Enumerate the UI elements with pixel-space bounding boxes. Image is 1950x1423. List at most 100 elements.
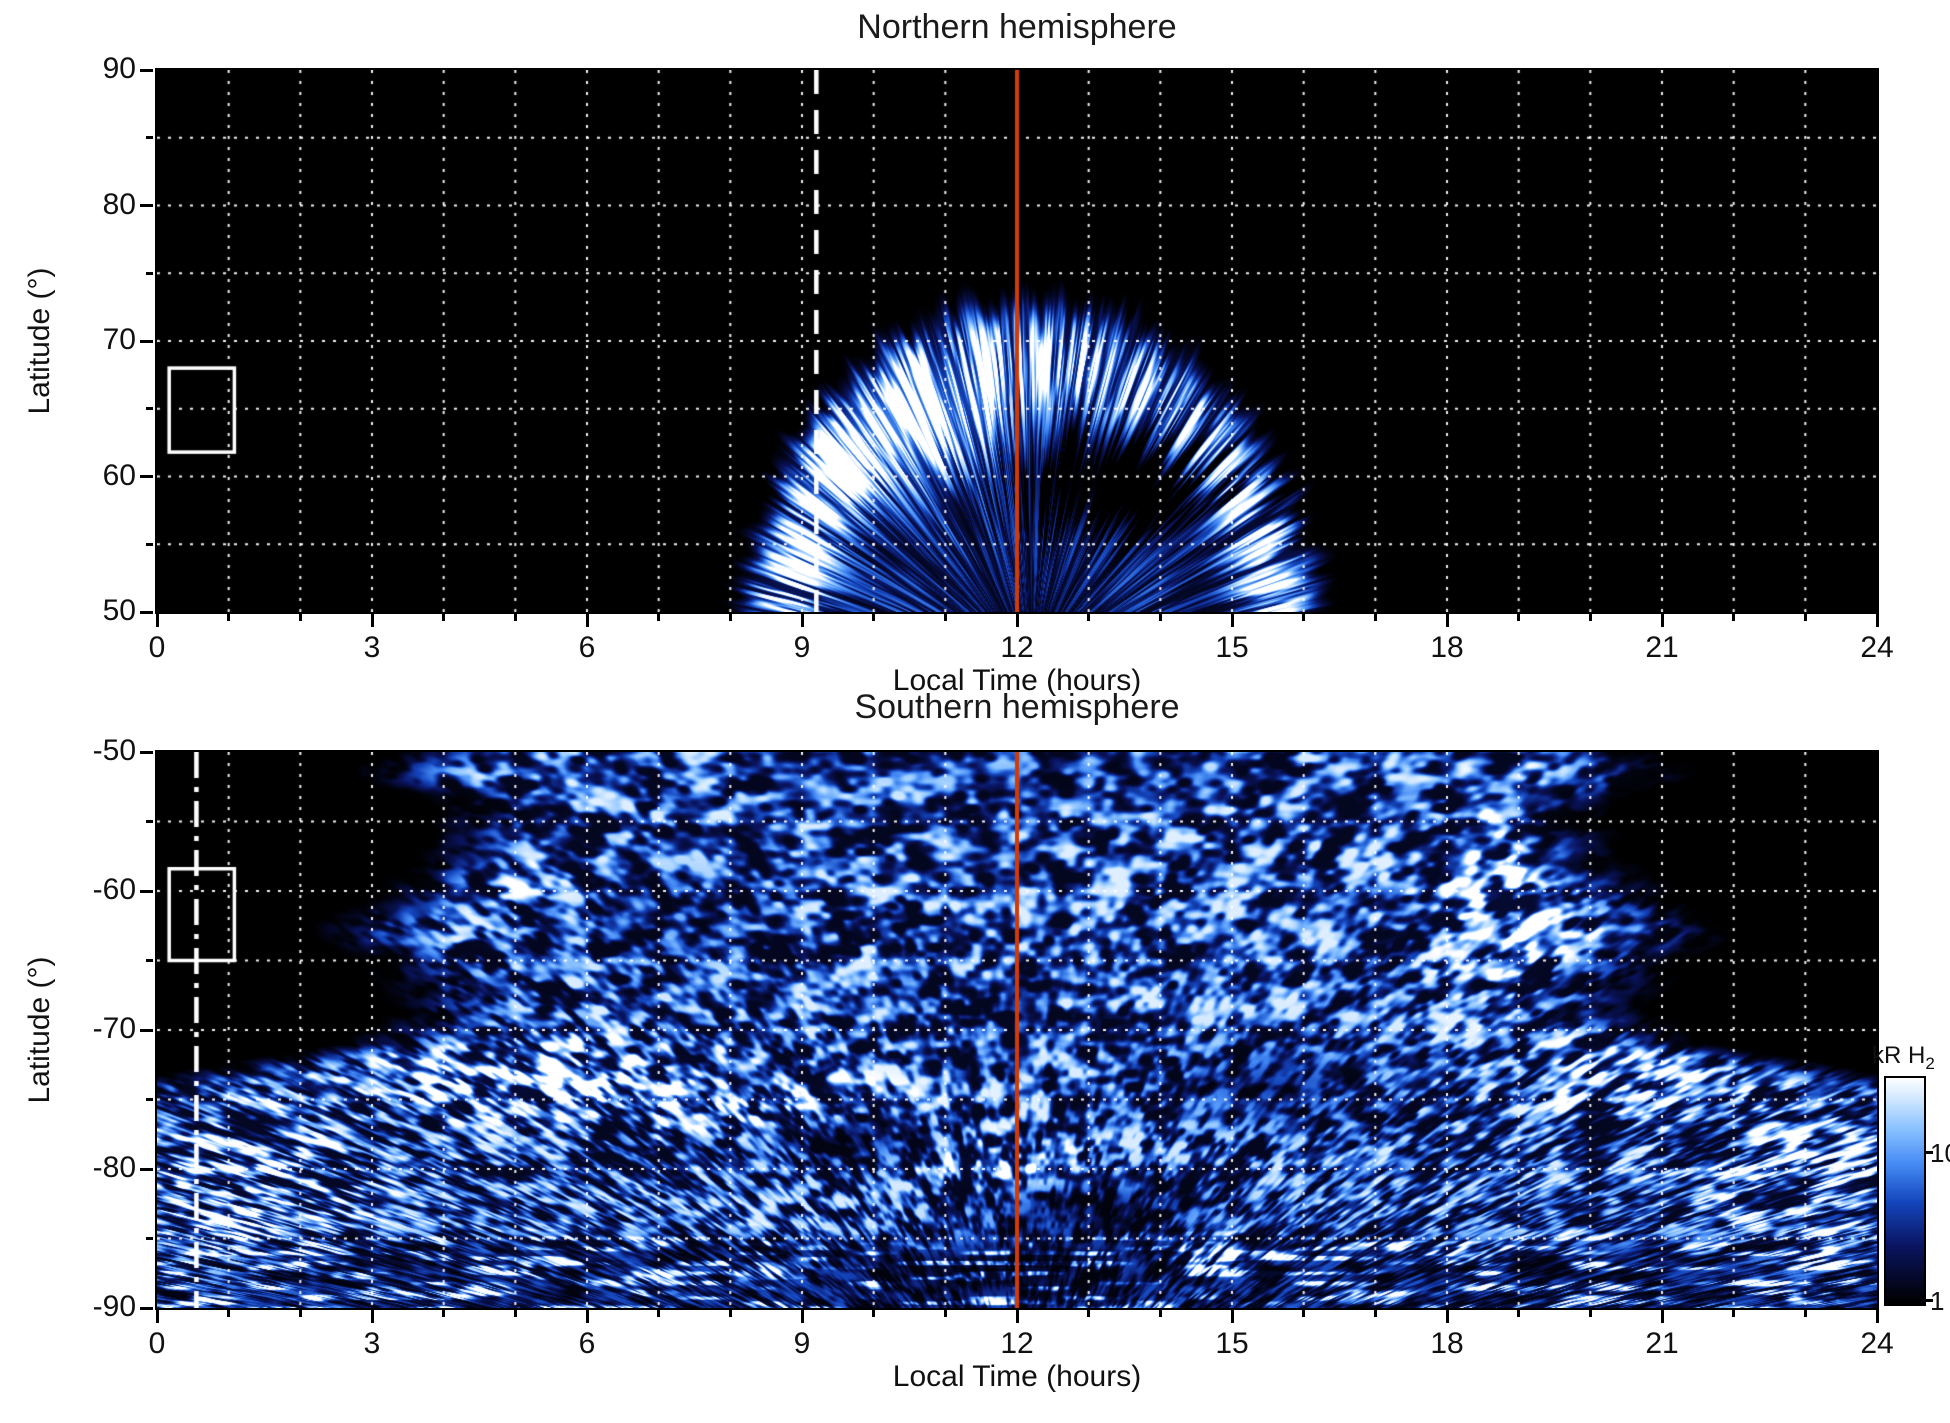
x-axis-tick [1087, 614, 1091, 621]
x-axis-tick [1373, 1310, 1377, 1317]
y-axis-tick [140, 1028, 153, 1032]
north-panel-title: Northern hemisphere [857, 8, 1177, 46]
x-axis-tick [1230, 1310, 1234, 1323]
x-tick-label: 15 [1215, 1327, 1249, 1360]
y-tick-label: -90 [92, 1290, 136, 1323]
y-tick-label: 60 [102, 458, 136, 492]
x-axis-tick [1230, 614, 1234, 627]
x-axis-tick [155, 1310, 159, 1323]
south-x-axis-label: Local Time (hours) [892, 1360, 1142, 1393]
x-axis-tick [1302, 614, 1306, 621]
x-axis-tick [1015, 1310, 1019, 1323]
y-axis-tick [146, 820, 153, 823]
x-axis-tick [227, 614, 231, 621]
y-tick-label: -50 [92, 734, 136, 767]
x-tick-label: 18 [1430, 1327, 1464, 1360]
south-heatmap [157, 752, 1877, 1308]
x-tick-label: 9 [793, 1327, 811, 1360]
x-tick-label: 18 [1430, 631, 1464, 664]
x-axis-tick [657, 1310, 661, 1317]
x-axis-tick [1302, 1310, 1306, 1317]
x-axis-tick [585, 1310, 589, 1323]
x-tick-label: 6 [578, 1327, 596, 1360]
y-axis-tick [146, 542, 153, 546]
x-axis-tick [1158, 614, 1162, 621]
colorbar [1886, 1078, 1924, 1304]
x-axis-tick [728, 614, 732, 621]
y-axis-tick [146, 271, 153, 275]
x-axis-tick [370, 614, 374, 627]
y-axis-tick [146, 1237, 153, 1240]
x-axis-tick [1875, 1310, 1879, 1323]
x-tick-label: 3 [363, 1327, 381, 1360]
x-axis-tick [1445, 614, 1449, 627]
colorbar-tick [1926, 1299, 1933, 1303]
south-y-axis-label: Latitude (°) [23, 956, 56, 1104]
y-axis-tick [140, 1167, 153, 1171]
y-tick-label: 70 [102, 323, 136, 356]
y-axis-tick [146, 959, 153, 962]
south-plot-frame [155, 750, 1879, 1310]
x-tick-label: 9 [793, 631, 811, 664]
y-axis-tick [140, 204, 153, 207]
x-axis-tick [1732, 1310, 1736, 1317]
x-axis-tick [1445, 1310, 1449, 1323]
x-tick-label: 15 [1215, 631, 1249, 664]
x-axis-tick [943, 1310, 947, 1317]
y-axis-tick [140, 1306, 153, 1310]
x-axis-tick [800, 614, 804, 627]
x-tick-label: 24 [1860, 1327, 1894, 1360]
y-tick-label: 50 [102, 594, 136, 627]
north-plot-frame [155, 68, 1879, 614]
x-axis-tick [1015, 614, 1019, 627]
x-tick-label: 12 [1000, 631, 1034, 664]
y-axis-tick [140, 750, 153, 754]
x-axis-tick [298, 1310, 302, 1317]
colorbar-label-text: kR H [1872, 1042, 1926, 1069]
x-axis-tick [155, 614, 159, 627]
colorbar-label-subscript: 2 [1925, 1053, 1935, 1073]
x-axis-tick [1660, 614, 1664, 627]
x-axis-tick [872, 614, 876, 621]
y-axis-tick [146, 407, 153, 411]
y-tick-label: -60 [92, 873, 136, 906]
x-axis-tick [1803, 614, 1807, 621]
x-tick-label: 12 [1000, 1327, 1034, 1360]
colorbar-tick-label: 1 [1930, 1285, 1945, 1316]
north-y-axis-label: Latitude (°) [23, 267, 56, 415]
x-axis-tick [370, 1310, 374, 1323]
y-axis-tick [140, 475, 153, 478]
x-tick-label: 21 [1645, 1327, 1679, 1360]
x-axis-tick [513, 614, 517, 621]
x-axis-tick [585, 614, 589, 627]
x-axis-tick [1373, 614, 1377, 621]
x-axis-tick [1588, 1310, 1592, 1317]
x-axis-tick [513, 1310, 517, 1317]
south-panel-title: Southern hemisphere [854, 688, 1180, 726]
x-tick-label: 24 [1860, 631, 1894, 664]
y-axis-tick [140, 610, 153, 614]
x-axis-tick [1517, 614, 1521, 621]
y-tick-label: 80 [102, 187, 136, 221]
x-axis-tick [872, 1310, 876, 1317]
north-x-axis-label: Local Time (hours) [892, 664, 1142, 697]
x-axis-tick [442, 1310, 446, 1317]
x-axis-tick [442, 614, 446, 621]
north-heatmap [157, 70, 1877, 612]
x-axis-tick [1517, 1310, 1521, 1317]
x-axis-tick [1158, 1310, 1162, 1317]
x-tick-label: 21 [1645, 631, 1679, 664]
y-axis-tick [140, 68, 153, 72]
x-axis-tick [943, 614, 947, 621]
x-tick-label: 6 [578, 631, 596, 664]
y-tick-label: -70 [92, 1012, 136, 1045]
x-tick-label: 0 [148, 631, 166, 664]
x-axis-tick [1660, 1310, 1664, 1323]
x-tick-label: 0 [148, 1327, 166, 1360]
x-axis-tick [1803, 1310, 1807, 1317]
x-axis-tick [1588, 614, 1592, 621]
x-axis-tick [728, 1310, 732, 1317]
x-axis-tick [1087, 1310, 1091, 1317]
y-axis-tick [140, 339, 153, 343]
